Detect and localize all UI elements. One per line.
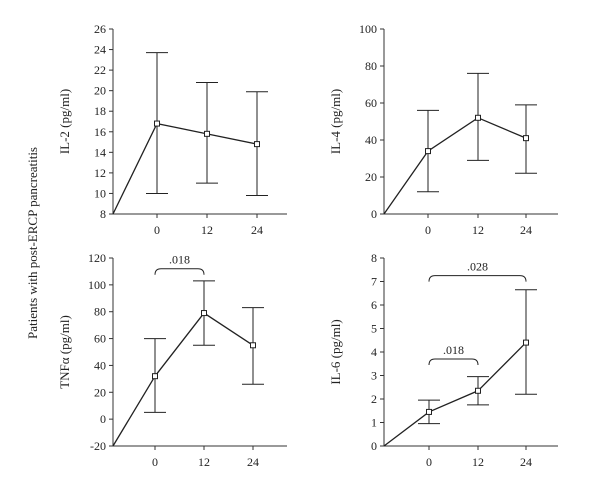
il6-y-tick-label: 3 (371, 369, 377, 383)
il4-y-axis-label: IL-4 (pg/ml) (328, 89, 343, 154)
il4-series-line (383, 117, 527, 215)
il2-x-tick-label: 24 (251, 223, 263, 237)
tnfa-y-tick-label: 100 (88, 278, 106, 292)
tnfa-y-tick-label: 40 (94, 358, 106, 372)
tnfa-y-tick-label: -20 (90, 439, 106, 453)
il6-data-point (475, 387, 481, 394)
il2-series-line (112, 122, 258, 215)
tnfa-series-line (112, 312, 254, 447)
il4-y-tick-label: 40 (365, 133, 377, 147)
il6-x-tick-label: 24 (520, 455, 532, 469)
tnfa-y-tick-label: 0 (100, 412, 106, 426)
il4-x-tick-label: 24 (520, 223, 532, 237)
tnfa-x-tick-label: 24 (247, 455, 259, 469)
il6-significance-bracket (428, 275, 527, 282)
il6-data-point (426, 408, 432, 415)
tnfa-data-point (152, 373, 158, 380)
il2-data-point (254, 141, 260, 148)
il6-y-tick-label: 4 (371, 345, 377, 359)
tnfa-y-tick-label: 80 (94, 305, 106, 319)
il6-data-point (523, 339, 529, 346)
il2-panel: 8 10 12 14 16 18 20 22 24 26 0 12 24 IL-2 (pg/ml) (57, 22, 287, 237)
il6-y-tick-label: 6 (371, 298, 377, 312)
tnfa-y-tick-label: 20 (94, 385, 106, 399)
il4-y-tick-label: 60 (365, 96, 377, 110)
il6-y-tick-label: 0 (371, 439, 377, 453)
tnfa-significance-bracket (154, 268, 205, 275)
il6-significance-bracket (428, 358, 479, 366)
il4-y-tick-label: 20 (365, 170, 377, 184)
tnfa-x-tick-label: 0 (152, 455, 158, 469)
side-label: Patients with post-ERCP pancreatitis (25, 147, 40, 339)
il6-series-line (383, 342, 527, 447)
il4-data-point (425, 148, 431, 155)
tnfa-y-axis-label: TNFα (pg/ml) (57, 315, 72, 389)
tnfa-data-point (201, 310, 207, 317)
il2-y-tick-label: 22 (94, 63, 106, 77)
il4-data-point (523, 135, 529, 142)
il4-x-tick-label: 0 (425, 223, 431, 237)
il2-y-tick-label: 12 (94, 166, 106, 180)
il2-y-tick-label: 20 (94, 84, 106, 98)
il4-y-tick-label: 100 (359, 22, 377, 36)
il6-y-tick-label: 1 (371, 416, 377, 430)
tnfa-x-tick-label: 12 (198, 455, 210, 469)
il2-y-tick-label: 18 (94, 104, 106, 118)
il6-y-tick-label: 2 (371, 392, 377, 406)
il2-x-tick-label: 0 (154, 223, 160, 237)
il6-x-tick-label: 0 (426, 455, 432, 469)
il4-panel: 0 20 40 60 80 100 0 12 24 IL-4 (pg/ml) (328, 22, 558, 237)
tnfa-data-point (250, 342, 256, 349)
il2-x-tick-label: 12 (201, 223, 213, 237)
il6-significance-label: .018 (443, 343, 464, 357)
il2-y-tick-label: 10 (94, 186, 106, 200)
il2-y-tick-label: 14 (94, 145, 106, 159)
il6-y-tick-label: 7 (371, 275, 377, 289)
il2-data-point (154, 120, 160, 127)
il4-y-tick-label: 0 (371, 207, 377, 221)
il4-y-tick-label: 80 (365, 59, 377, 73)
il6-y-axis-label: IL-6 (pg/ml) (328, 319, 343, 384)
tnfa-significance-label: .018 (169, 253, 190, 267)
il6-y-tick-label: 5 (371, 322, 377, 336)
il2-y-tick-label: 24 (94, 43, 106, 57)
il2-y-tick-label: 8 (100, 207, 106, 221)
il2-data-point (204, 130, 210, 137)
tnfa-panel: -20 0 20 40 60 80 100 120 0 12 24 TNFα (pg/ml) .018 (57, 251, 287, 469)
il2-y-tick-label: 26 (94, 22, 106, 36)
il2-y-tick-label: 16 (94, 125, 106, 139)
il6-x-tick-label: 12 (472, 455, 484, 469)
tnfa-y-tick-label: 120 (88, 251, 106, 265)
il6-significance-label: .028 (467, 260, 488, 274)
tnfa-y-tick-label: 60 (94, 332, 106, 346)
il4-data-point (475, 114, 481, 121)
il6-y-tick-label: 8 (371, 251, 377, 265)
il2-y-axis-label: IL-2 (pg/ml) (57, 89, 72, 154)
il4-x-tick-label: 12 (472, 223, 484, 237)
